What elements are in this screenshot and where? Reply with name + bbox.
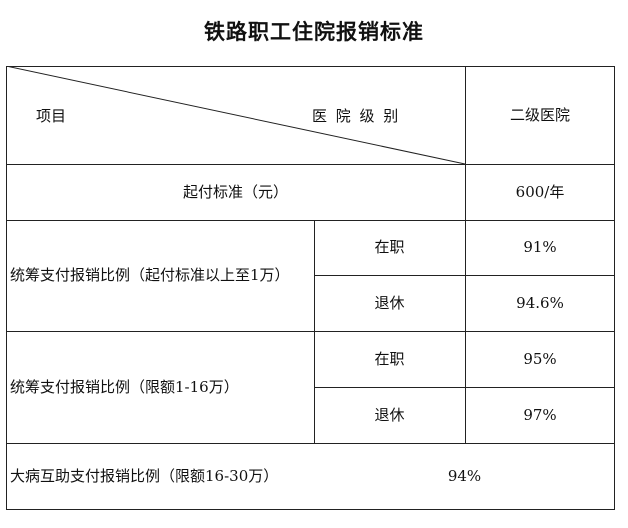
table-border-right — [614, 66, 615, 510]
group1-label: 统筹支付报销比例（起付标准以上至1万） — [10, 266, 290, 284]
row-divider — [6, 331, 615, 332]
major-illness-value: 94% — [447, 466, 482, 485]
header-hospital-level-label: 医 院 级 别 — [312, 106, 401, 125]
column-divider — [314, 220, 315, 443]
header-level-value: 二级医院 — [509, 105, 570, 124]
major-illness-label: 大病互助支付报销比例（限额16-30万） — [10, 466, 279, 485]
header-diagonal-line — [6, 66, 466, 165]
group1-retired-label: 退休 — [374, 293, 405, 312]
row-divider — [314, 275, 615, 276]
column-divider — [465, 66, 466, 443]
start-standard-value: 600/年 — [515, 182, 565, 201]
table-border-bottom — [6, 509, 615, 510]
start-standard-label: 起付标准（元） — [182, 182, 288, 201]
table-border-top — [6, 66, 615, 67]
group1-active-value: 91% — [523, 238, 557, 256]
group1-active-label: 在职 — [374, 238, 405, 256]
group1-retired-value: 94.6% — [516, 293, 564, 312]
group2-retired-label: 退休 — [374, 405, 405, 424]
reimbursement-table: 项目 医 院 级 别 二级医院 起付标准（元） 600/年 统筹支付报销比例（起… — [6, 66, 615, 510]
group2-label: 统筹支付报销比例（限额1-16万） — [10, 377, 239, 396]
group2-active-label: 在职 — [374, 349, 405, 368]
page-title: 铁路职工住院报销标准 — [204, 19, 424, 44]
row-divider — [6, 164, 615, 165]
row-divider — [314, 387, 615, 388]
row-divider — [6, 443, 615, 444]
row-divider — [6, 220, 615, 221]
group2-active-value: 95% — [523, 349, 557, 368]
header-item-label: 项目 — [36, 106, 67, 125]
group2-retired-value: 97% — [523, 405, 557, 424]
table-border-left — [6, 66, 7, 510]
